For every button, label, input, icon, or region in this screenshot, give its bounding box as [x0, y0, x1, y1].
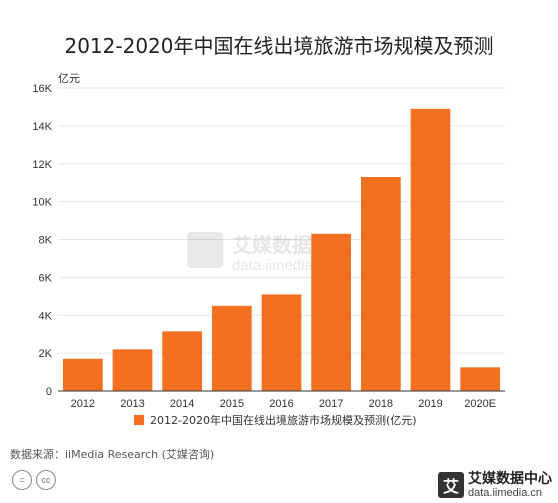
- y-tick-label: 10K: [32, 197, 52, 209]
- x-tick-label: 2016: [269, 398, 293, 410]
- x-tick-label: 2012: [71, 398, 95, 410]
- source-note: 数据来源：iiMedia Research (艾媒咨询): [10, 448, 215, 461]
- bar-2017: [311, 233, 352, 391]
- x-tick-labels: 2012 2013 2014 2015 2016 2017 2018 2019 2020E: [71, 398, 496, 410]
- x-tick-label: 2020E: [464, 398, 496, 410]
- bar-2018: [360, 177, 401, 391]
- y-tick-label: 14K: [32, 121, 52, 133]
- bar-2014: [162, 331, 203, 391]
- x-tick-label: 2018: [369, 398, 393, 410]
- equals-icon: =: [12, 470, 32, 490]
- bar-2020E: [460, 367, 501, 391]
- bars: [62, 108, 501, 392]
- bar-2015: [211, 305, 252, 391]
- license-badges: = cc: [12, 470, 56, 490]
- y-tick-label: 6K: [39, 272, 53, 284]
- y-tick-label: 2K: [39, 348, 53, 360]
- brand-logo-icon: 艾: [438, 472, 464, 499]
- cc-icon: cc: [36, 470, 56, 490]
- y-tick-label: 16K: [32, 83, 52, 95]
- x-tick-label: 2019: [418, 398, 442, 410]
- y-tick-label: 12K: [32, 159, 52, 171]
- bar-2019: [410, 108, 451, 392]
- y-tick-labels: 0 2K 4K 6K 8K 10K 12K 14K 16K: [32, 83, 52, 398]
- watermark-logo: [187, 232, 223, 268]
- bar-2013: [112, 349, 153, 391]
- x-tick-label: 2017: [319, 398, 343, 410]
- x-tick-label: 2013: [120, 398, 144, 410]
- x-tick-label: 2015: [220, 398, 244, 410]
- x-tick-label: 2014: [170, 398, 194, 410]
- legend-swatch: [134, 415, 144, 425]
- brand-name: 艾媒数据中心: [468, 470, 552, 487]
- y-axis-label: 亿元: [58, 72, 80, 85]
- brand-mark: 艾 艾媒数据中心 data.iimedia.cn: [438, 470, 552, 499]
- bar-2012: [62, 358, 103, 391]
- bar-2016: [261, 294, 302, 391]
- y-tick-label: 4K: [39, 310, 53, 322]
- legend: 2012-2020年中国在线出境旅游市场规模及预测(亿元): [134, 413, 417, 427]
- y-tick-label: 8K: [39, 235, 53, 247]
- y-tick-label: 0: [46, 386, 52, 398]
- chart-title: 2012-2020年中国在线出境旅游市场规模及预测: [64, 34, 494, 58]
- brand-url: data.iimedia.cn: [468, 486, 542, 499]
- bar-chart: 艾媒数据中心 data.iimedia.cn 02K4K6K8K10K12K14…: [32, 72, 505, 427]
- legend-label: 2012-2020年中国在线出境旅游市场规模及预测(亿元): [150, 413, 417, 427]
- watermark-url: data.iimedia.cn: [232, 257, 333, 274]
